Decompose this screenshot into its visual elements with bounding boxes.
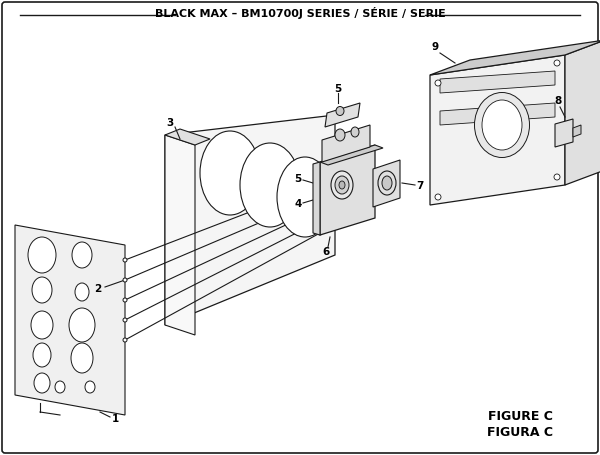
Text: 4: 4 <box>295 199 302 209</box>
Polygon shape <box>322 125 370 162</box>
Text: 7: 7 <box>416 181 424 191</box>
Polygon shape <box>165 115 335 325</box>
Polygon shape <box>573 125 581 137</box>
Ellipse shape <box>336 106 344 116</box>
Polygon shape <box>15 225 125 415</box>
Polygon shape <box>313 162 320 235</box>
Ellipse shape <box>200 131 260 215</box>
Polygon shape <box>320 145 375 235</box>
Text: BLACK MAX – BM10700J SERIES / SÉRIE / SERIE: BLACK MAX – BM10700J SERIES / SÉRIE / SE… <box>155 7 445 19</box>
Ellipse shape <box>123 278 127 282</box>
Ellipse shape <box>378 171 396 195</box>
Text: 6: 6 <box>322 247 329 257</box>
Ellipse shape <box>335 129 345 141</box>
Ellipse shape <box>318 231 322 235</box>
Ellipse shape <box>382 176 392 190</box>
Polygon shape <box>555 119 573 147</box>
Ellipse shape <box>482 100 522 150</box>
Ellipse shape <box>123 318 127 322</box>
Polygon shape <box>565 40 600 185</box>
Ellipse shape <box>335 176 349 194</box>
Ellipse shape <box>34 373 50 393</box>
Polygon shape <box>325 103 360 127</box>
Polygon shape <box>430 40 600 75</box>
Ellipse shape <box>318 219 322 223</box>
Polygon shape <box>165 129 210 145</box>
Ellipse shape <box>554 60 560 66</box>
Ellipse shape <box>331 171 353 199</box>
Ellipse shape <box>85 381 95 393</box>
Ellipse shape <box>123 298 127 302</box>
Polygon shape <box>373 160 400 207</box>
Ellipse shape <box>123 258 127 262</box>
Ellipse shape <box>75 283 89 301</box>
Ellipse shape <box>69 308 95 342</box>
Polygon shape <box>440 103 555 125</box>
Ellipse shape <box>55 381 65 393</box>
Ellipse shape <box>277 157 333 237</box>
Ellipse shape <box>318 207 322 211</box>
Ellipse shape <box>72 242 92 268</box>
Ellipse shape <box>554 174 560 180</box>
Ellipse shape <box>28 237 56 273</box>
Ellipse shape <box>33 343 51 367</box>
Text: FIGURA C: FIGURA C <box>487 426 553 440</box>
Ellipse shape <box>475 92 530 157</box>
Ellipse shape <box>435 80 441 86</box>
Ellipse shape <box>31 311 53 339</box>
Polygon shape <box>320 145 383 165</box>
Text: 5: 5 <box>334 84 341 94</box>
Polygon shape <box>165 135 195 335</box>
Text: 8: 8 <box>554 96 562 106</box>
Text: 5: 5 <box>295 174 302 184</box>
Ellipse shape <box>71 343 93 373</box>
Text: 2: 2 <box>94 284 101 294</box>
Ellipse shape <box>435 194 441 200</box>
Ellipse shape <box>339 181 345 189</box>
Ellipse shape <box>318 195 322 199</box>
Text: FIGURE C: FIGURE C <box>488 410 553 424</box>
Text: 9: 9 <box>431 42 439 52</box>
Polygon shape <box>440 71 555 93</box>
Polygon shape <box>430 55 565 205</box>
Ellipse shape <box>351 127 359 137</box>
Ellipse shape <box>32 277 52 303</box>
Ellipse shape <box>240 143 300 227</box>
Ellipse shape <box>318 183 322 187</box>
Ellipse shape <box>123 338 127 342</box>
Text: 3: 3 <box>166 118 173 128</box>
Text: 1: 1 <box>112 414 119 424</box>
